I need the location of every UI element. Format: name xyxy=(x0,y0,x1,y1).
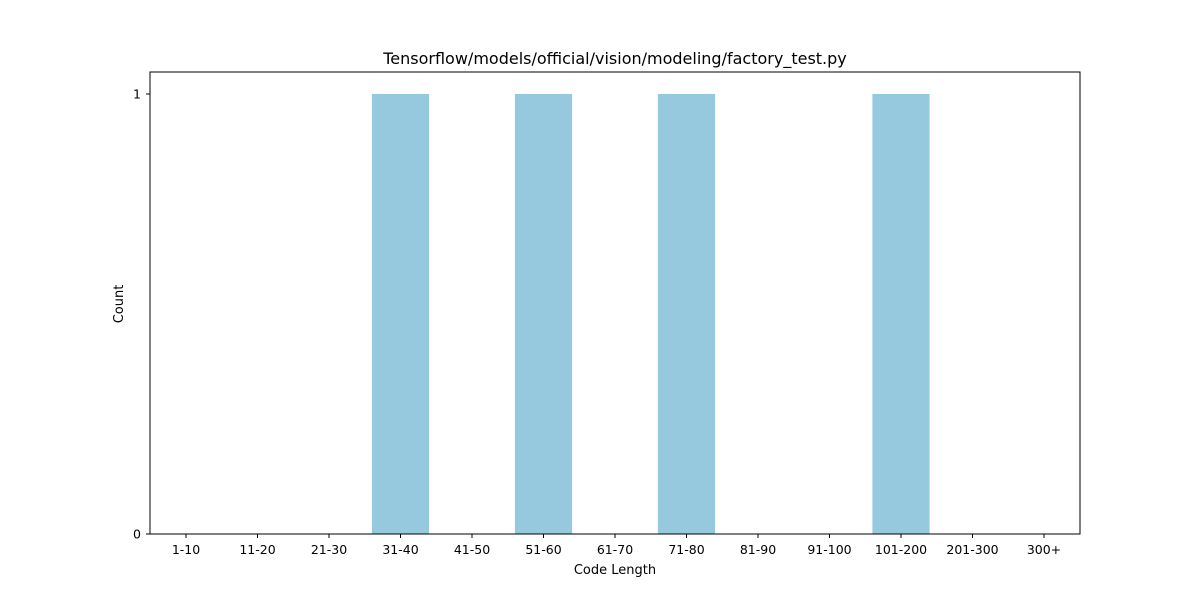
bar-101-200 xyxy=(872,94,929,534)
x-tick-label: 91-100 xyxy=(807,542,851,557)
x-tick-label: 1-10 xyxy=(172,542,200,557)
y-tick-label: 0 xyxy=(133,527,141,542)
x-tick-label: 201-300 xyxy=(946,542,998,557)
chart-title: Tensorflow/models/official/vision/modeli… xyxy=(382,49,847,69)
plot-area-frame xyxy=(150,72,1080,534)
y-axis-label: Count xyxy=(112,285,127,324)
x-tick-label: 61-70 xyxy=(597,542,633,557)
x-tick-label: 41-50 xyxy=(454,542,490,557)
x-tick-label: 300+ xyxy=(1027,542,1061,557)
bar-31-40 xyxy=(372,94,429,534)
x-tick-label: 81-90 xyxy=(740,542,776,557)
x-axis-ticks: 1-10 11-20 21-30 31-40 41-50 51-60 61-70 71-80 8… xyxy=(172,534,1061,557)
x-tick-label: 31-40 xyxy=(382,542,418,557)
x-tick-label: 51-60 xyxy=(525,542,561,557)
y-axis-ticks: 01 xyxy=(133,87,150,542)
x-tick-label: 11-20 xyxy=(239,542,275,557)
x-tick-label: 71-80 xyxy=(668,542,704,557)
x-tick-label: 101-200 xyxy=(875,542,927,557)
y-tick-label: 1 xyxy=(133,87,141,102)
bars-group xyxy=(372,94,930,534)
x-tick-label: 21-30 xyxy=(311,542,347,557)
bar-51-60 xyxy=(515,94,572,534)
bar-71-80 xyxy=(658,94,715,534)
x-axis-label: Code Length xyxy=(574,563,656,578)
